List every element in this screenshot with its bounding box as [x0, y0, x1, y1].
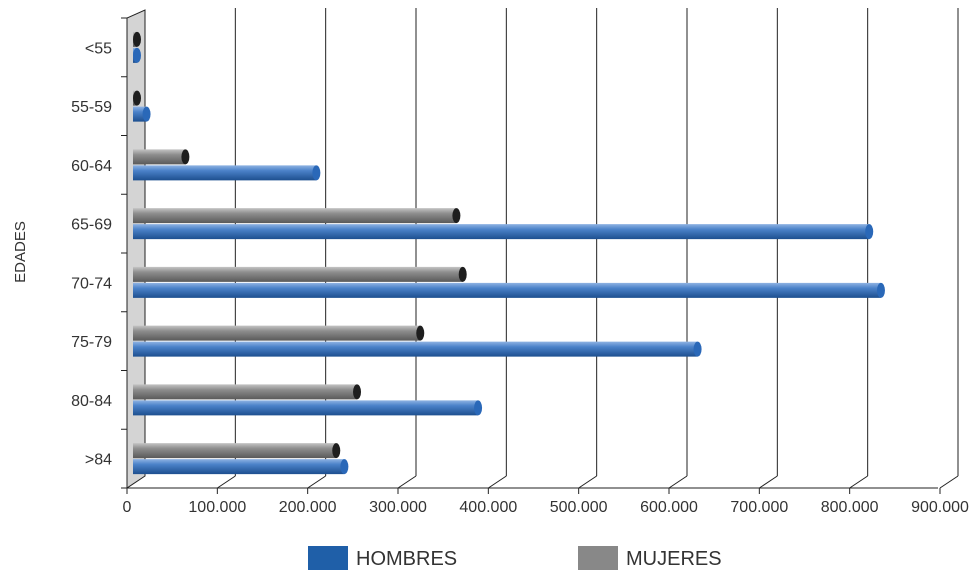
bar-body [133, 443, 337, 459]
bar-cap [353, 384, 362, 400]
bar-body [133, 400, 479, 416]
bar-body [133, 341, 698, 357]
bar-cap [458, 266, 467, 282]
x-tick-label: 0 [123, 499, 132, 516]
grid-floor-line [307, 475, 326, 489]
bar-mujeres-3 [133, 208, 461, 224]
grid-floor-line [397, 475, 417, 489]
bar-cap [876, 282, 885, 298]
bar-mujeres-2 [133, 149, 190, 165]
bar-cap [133, 90, 141, 106]
grid-floor-line [759, 475, 778, 489]
bar-cap [133, 47, 141, 63]
legend-label-mujeres: MUJERES [626, 548, 722, 570]
y-tick-label: 80-84 [71, 393, 112, 410]
bar-hombres-1 [133, 106, 151, 122]
bar-hombres-3 [133, 224, 874, 240]
bar-mujeres-1 [133, 90, 141, 106]
bar-mujeres-6 [133, 384, 362, 400]
bar-mujeres-7 [133, 443, 341, 459]
x-tick-label: 500.000 [550, 499, 608, 516]
legend-label-hombres: HOMBRES [356, 548, 457, 570]
bar-hombres-2 [133, 165, 321, 181]
bar-body [133, 282, 881, 298]
y-axis-title: EDADES [12, 221, 29, 283]
bar-cap [474, 400, 483, 416]
bars [133, 31, 885, 475]
bar-mujeres-0 [133, 31, 141, 47]
grid-floor-line [849, 475, 868, 489]
bar-mujeres-5 [133, 325, 425, 341]
x-tick-label: 800.000 [821, 499, 879, 516]
bar-cap [142, 106, 151, 122]
bar-cap [181, 149, 190, 165]
grid-floor-line [668, 475, 688, 489]
grid-floor-line [217, 475, 236, 489]
y-tick-label: 75-79 [71, 334, 112, 351]
y-tick-label: <55 [85, 40, 112, 57]
x-tick-labels: 0 100.000 200.000 300.000 400.000 500.000 600.… [123, 499, 969, 516]
bar-body [133, 325, 421, 341]
y-tick-labels: <55 55-59 60-64 65-69 70-74 75-79 80-84 >84 [71, 40, 112, 468]
bar-cap [340, 459, 349, 475]
bar-body [133, 384, 358, 400]
bar-body [133, 224, 870, 240]
bar-cap [693, 341, 702, 357]
bar-cap [416, 325, 425, 341]
y-tick-label: >84 [85, 452, 112, 469]
bar-hombres-6 [133, 400, 483, 416]
y-tick-label: 70-74 [71, 275, 112, 292]
bar-body [133, 266, 463, 282]
y-tick-label: 55-59 [71, 99, 112, 116]
bar-hombres-4 [133, 282, 885, 298]
bar-cap [312, 165, 321, 181]
x-tick-label: 400.000 [459, 499, 517, 516]
bar-mujeres-4 [133, 266, 467, 282]
bar-body [133, 165, 317, 181]
y-tick-label: 60-64 [71, 158, 112, 175]
grid-floor-line [939, 475, 959, 489]
x-tick-label: 700.000 [730, 499, 788, 516]
x-tick-label: 600.000 [640, 499, 698, 516]
y-axis-wall [121, 9, 146, 489]
legend-swatch-hombres [308, 546, 348, 570]
bar-body [133, 149, 186, 165]
bar-hombres-7 [133, 459, 349, 475]
y-axis-wall-panel [126, 9, 146, 489]
grid-floor-line [578, 475, 597, 489]
bar-cap [865, 224, 874, 240]
legend: HOMBRES MUJERES [308, 546, 722, 570]
bar-cap [452, 208, 461, 224]
bar-body [133, 459, 345, 475]
bar-cap [332, 443, 341, 459]
bar-hombres-0 [133, 47, 141, 63]
legend-swatch-mujeres [578, 546, 618, 570]
plot-grid [126, 8, 959, 494]
x-tick-label: 300.000 [369, 499, 427, 516]
bar-cap [133, 31, 141, 47]
bar-body [133, 208, 457, 224]
x-tick-label: 200.000 [279, 499, 337, 516]
bar-hombres-5 [133, 341, 702, 357]
x-tick-label: 900.000 [911, 499, 969, 516]
x-tick-label: 100.000 [188, 499, 246, 516]
y-tick-label: 65-69 [71, 217, 112, 234]
grid-floor-line [488, 475, 507, 489]
